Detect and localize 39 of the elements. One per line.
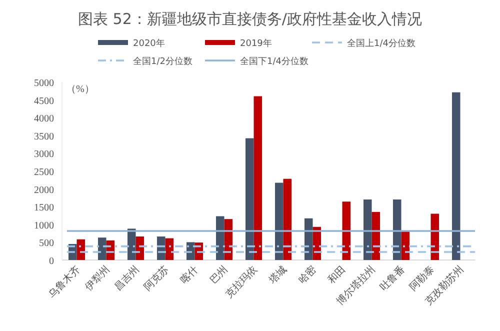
x-tick-label: 昌吉州	[112, 264, 142, 294]
legend-label: 2019年	[240, 38, 272, 49]
bar	[363, 199, 372, 260]
bar	[216, 216, 224, 260]
bar	[245, 138, 254, 260]
x-tick-label: 哈密	[296, 264, 319, 286]
bar	[127, 228, 136, 260]
x-tick-label: 伊犁州	[82, 264, 112, 294]
x-tick-label: 阿克苏	[142, 264, 172, 294]
y-tick-label: 2500	[34, 167, 54, 178]
bar	[98, 238, 106, 260]
y-tick-label: 4500	[34, 96, 54, 107]
bar	[392, 199, 402, 260]
y-axis-title: （%）	[66, 84, 94, 95]
legend-label: 全国1/2分位数	[133, 56, 192, 67]
bar	[452, 92, 460, 260]
x-tick-label: 吐鲁番	[378, 264, 408, 294]
bar	[401, 232, 410, 260]
x-tick-label: 喀什	[178, 264, 201, 286]
y-tick-label: 5000	[34, 78, 54, 89]
bar	[342, 202, 351, 260]
y-tick-label: 500	[39, 238, 54, 250]
chart-title: 图表 52：新疆地级市直接债务/政府性基金收入情况	[78, 10, 422, 28]
y-tick-label: 4000	[34, 114, 54, 125]
x-tick-label: 和田	[326, 264, 348, 286]
bar	[165, 238, 174, 260]
y-tick-label: 3500	[34, 131, 54, 142]
bar	[254, 96, 262, 260]
bar	[283, 178, 292, 260]
x-tick-label: 巴州	[208, 264, 230, 286]
y-tick-label: 2000	[34, 184, 54, 196]
bar	[274, 182, 284, 260]
y-tick-label: 1000	[34, 220, 54, 232]
y-tick-label: 3000	[34, 149, 54, 160]
legend-label: 全国下1/4分位数	[240, 56, 308, 67]
legend-label: 全国上1/4分位数	[347, 38, 416, 49]
y-tick-label: 1500	[34, 202, 54, 214]
legend-label: 2020年	[133, 38, 165, 49]
x-tick-label: 塔城	[266, 264, 290, 287]
